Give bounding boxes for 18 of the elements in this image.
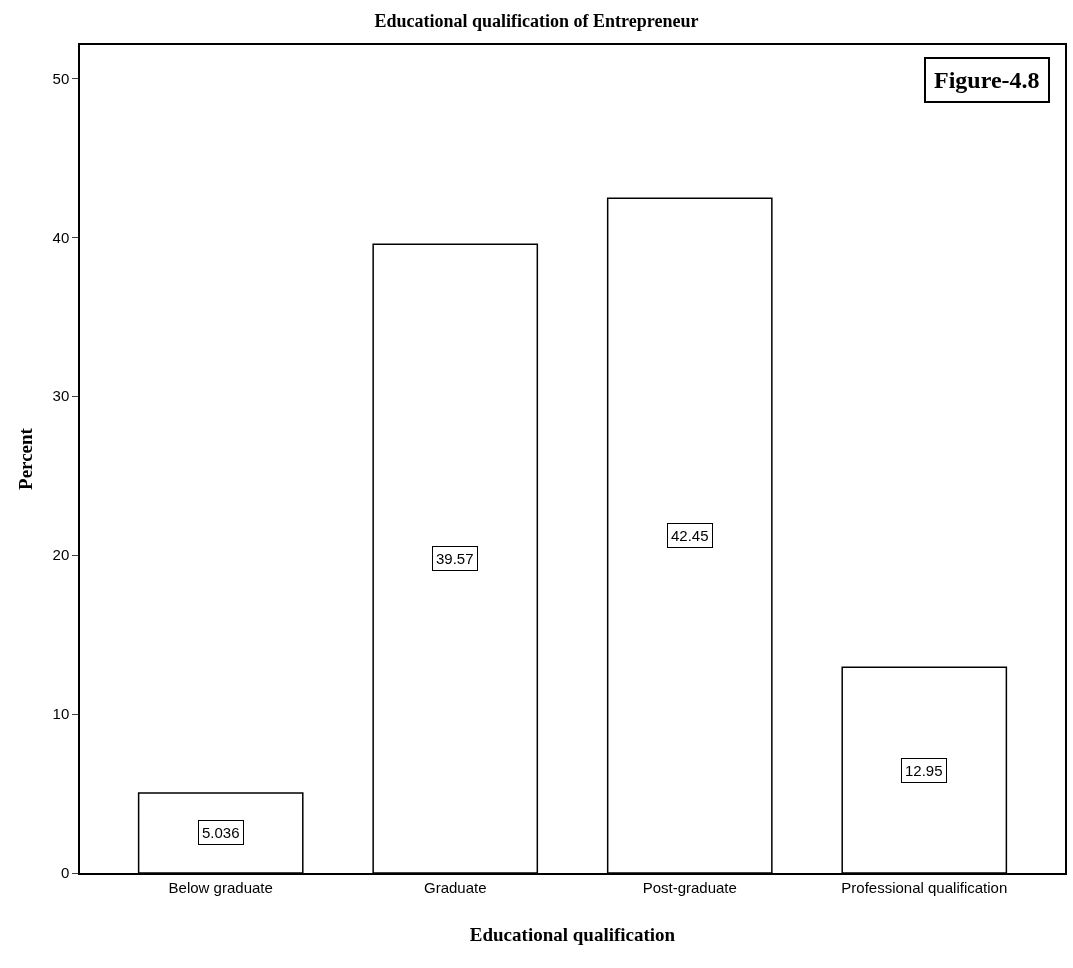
y-axis-title: Percent bbox=[14, 427, 36, 490]
y-tick-label: 30 bbox=[52, 387, 70, 405]
x-tick-label: Post-graduate bbox=[642, 878, 737, 896]
y-tick-label: 10 bbox=[52, 705, 70, 723]
data-label: 12.95 bbox=[905, 762, 943, 779]
x-tick-label: Below graduate bbox=[168, 878, 273, 896]
x-tick-label: Graduate bbox=[423, 878, 487, 896]
y-tick-label: 40 bbox=[52, 228, 70, 246]
data-label: 39.57 bbox=[436, 550, 474, 567]
x-axis-title: Educational qualification bbox=[469, 923, 676, 945]
annotation: Figure-4.8 bbox=[934, 67, 1040, 93]
chart-title: Educational qualification of Entrepreneur bbox=[374, 11, 699, 32]
y-tick-label: 0 bbox=[60, 864, 70, 882]
data-label: 42.45 bbox=[671, 527, 709, 544]
data-label: 5.036 bbox=[202, 824, 240, 841]
y-tick-label: 20 bbox=[52, 546, 70, 564]
y-tick-label: 50 bbox=[52, 69, 70, 87]
x-tick-label: Professional qualification bbox=[841, 878, 1008, 896]
